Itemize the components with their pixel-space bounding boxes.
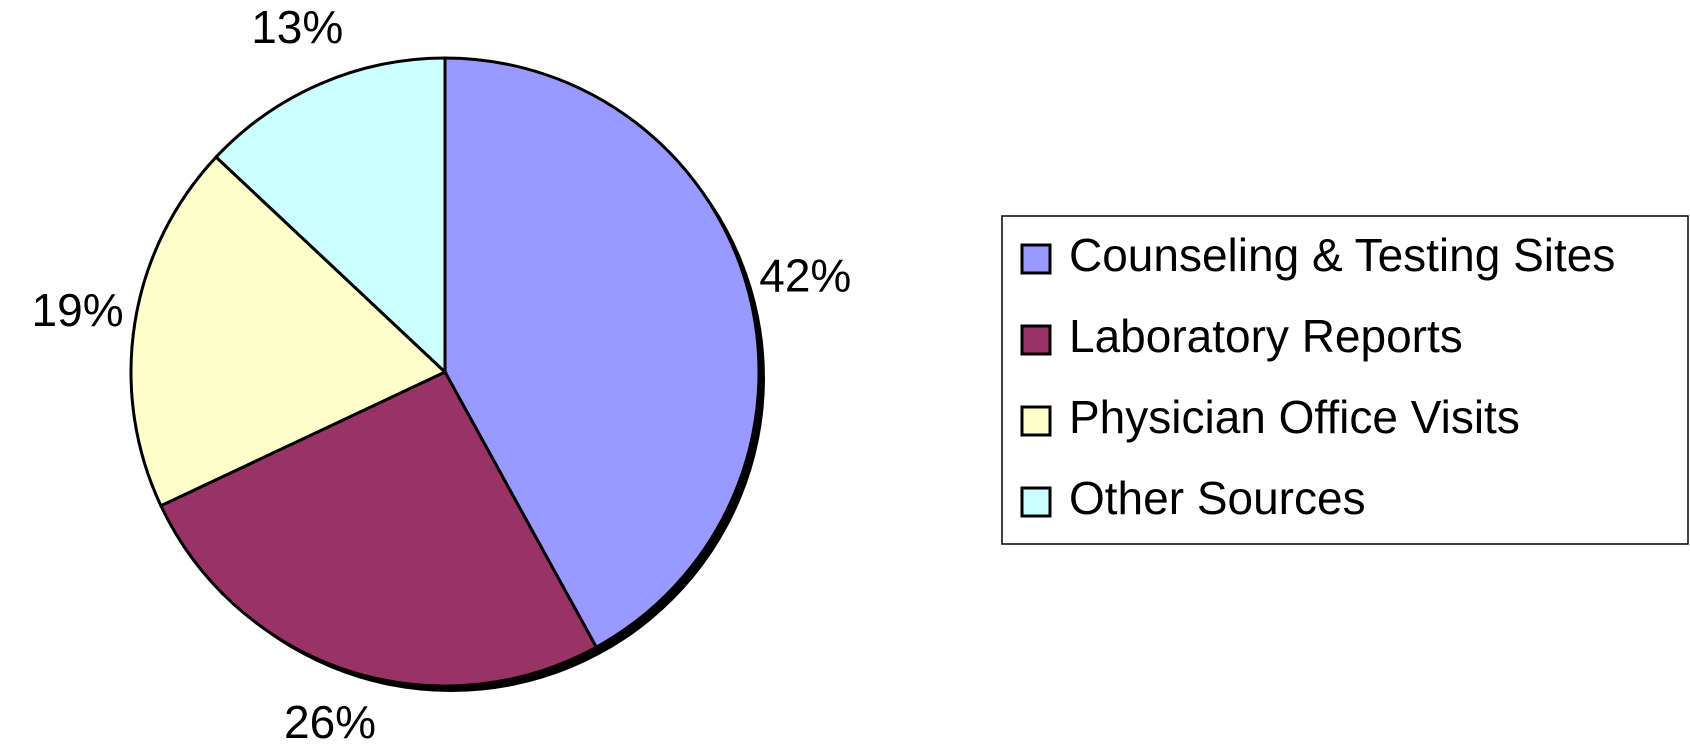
legend-swatch bbox=[1020, 324, 1052, 356]
data-label: 13% bbox=[251, 1, 343, 53]
legend-label: Counseling & Testing Sites bbox=[1069, 229, 1615, 281]
legend-swatch bbox=[1020, 486, 1052, 518]
data-label: 26% bbox=[284, 696, 376, 745]
pie-slice bbox=[443, 56, 761, 650]
legend-label: Laboratory Reports bbox=[1069, 310, 1463, 362]
pie-slice bbox=[213, 56, 447, 376]
pie-slice bbox=[129, 154, 448, 508]
legend-swatch bbox=[1020, 405, 1052, 437]
data-label: 42% bbox=[759, 250, 851, 302]
pie-slice bbox=[158, 370, 599, 688]
legend-swatch bbox=[1020, 243, 1052, 275]
data-label: 19% bbox=[32, 284, 124, 336]
legend-label: Other Sources bbox=[1069, 472, 1366, 524]
legend-box bbox=[1001, 215, 1689, 545]
legend-label: Physician Office Visits bbox=[1069, 391, 1520, 443]
